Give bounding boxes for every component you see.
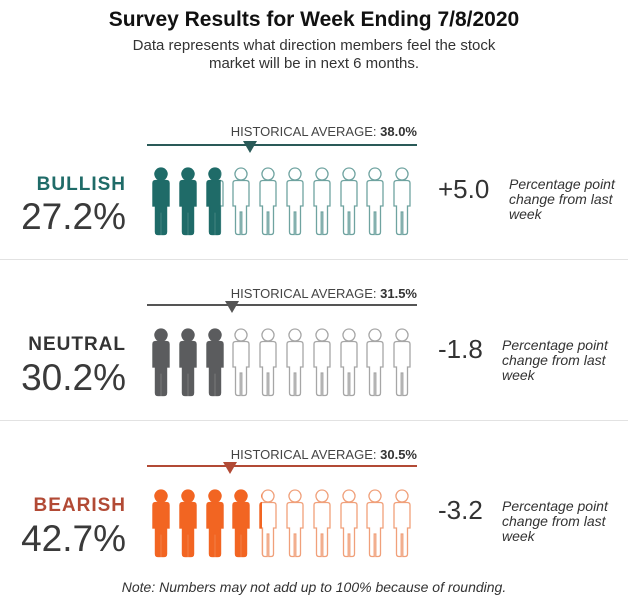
historical-average-line — [147, 304, 417, 306]
person-icon — [259, 328, 277, 397]
historical-average-line — [147, 465, 417, 467]
person-icon — [205, 167, 224, 236]
person-icon — [232, 167, 251, 236]
footnote: Note: Numbers may not add up to 100% bec… — [121, 579, 507, 595]
person-icon — [205, 489, 224, 558]
panel-divider — [0, 420, 628, 421]
change-value: -3.2 — [438, 495, 483, 525]
person-icon — [393, 167, 411, 236]
historical-average-label: HISTORICAL AVERAGE: 38.0% — [230, 124, 417, 139]
category-value: 27.2% — [21, 196, 126, 237]
person-icon — [286, 489, 304, 558]
person-icon — [232, 489, 251, 558]
person-icon — [152, 328, 170, 397]
person-icon — [366, 167, 385, 236]
person-icon — [152, 489, 170, 558]
person-icon — [152, 167, 170, 236]
person-icon — [259, 167, 277, 236]
change-value: +5.0 — [438, 174, 490, 204]
change-caption: Percentage point change from last week — [502, 337, 608, 383]
chart-subtitle: Data represents what direction members f… — [132, 37, 496, 72]
person-icon — [179, 328, 197, 397]
person-icon — [313, 328, 331, 397]
person-icon — [339, 328, 358, 397]
category-value: 30.2% — [21, 357, 126, 398]
person-icon — [339, 167, 358, 236]
category-label: BEARISH — [33, 495, 126, 516]
change-value: -1.8 — [438, 334, 483, 364]
historical-average-value: 31.5% — [380, 286, 417, 301]
person-icon — [286, 167, 304, 236]
person-icon — [339, 489, 358, 558]
historical-average-label: HISTORICAL AVERAGE: 31.5% — [230, 286, 417, 301]
person-icon — [366, 328, 385, 397]
person-icon — [179, 489, 197, 558]
person-icon — [205, 328, 224, 397]
bullish-panel: HISTORICAL AVERAGE: 38.0% BULLISH 27.2% … — [0, 100, 628, 260]
person-icon — [313, 167, 331, 236]
category-label: NEUTRAL — [28, 334, 126, 355]
category-value: 42.7% — [21, 518, 126, 559]
change-caption: Percentage point change from last week — [502, 498, 608, 544]
historical-average-label: HISTORICAL AVERAGE: 30.5% — [230, 447, 417, 462]
person-icon — [232, 328, 251, 397]
neutral-panel: HISTORICAL AVERAGE: 31.5% NEUTRAL 30.2% … — [0, 262, 628, 422]
historical-average-line — [147, 144, 417, 146]
historical-average-marker — [242, 141, 257, 153]
historical-average-value: 30.5% — [380, 447, 417, 462]
historical-average-marker — [225, 301, 240, 313]
category-label: BULLISH — [36, 174, 126, 195]
person-icon — [286, 328, 304, 397]
person-icon — [313, 489, 331, 558]
person-icon — [179, 167, 197, 236]
person-icon — [393, 328, 411, 397]
change-caption: Percentage point change from last week — [509, 176, 615, 222]
chart-title: Survey Results for Week Ending 7/8/2020 — [108, 8, 520, 31]
panel-divider — [0, 259, 628, 260]
person-icon — [366, 489, 385, 558]
historical-average-value: 38.0% — [380, 124, 417, 139]
bearish-panel: HISTORICAL AVERAGE: 30.5% BEARISH 42.7% … — [0, 423, 628, 583]
historical-average-marker — [222, 462, 237, 474]
person-icon — [393, 489, 411, 558]
person-icon — [259, 489, 277, 558]
